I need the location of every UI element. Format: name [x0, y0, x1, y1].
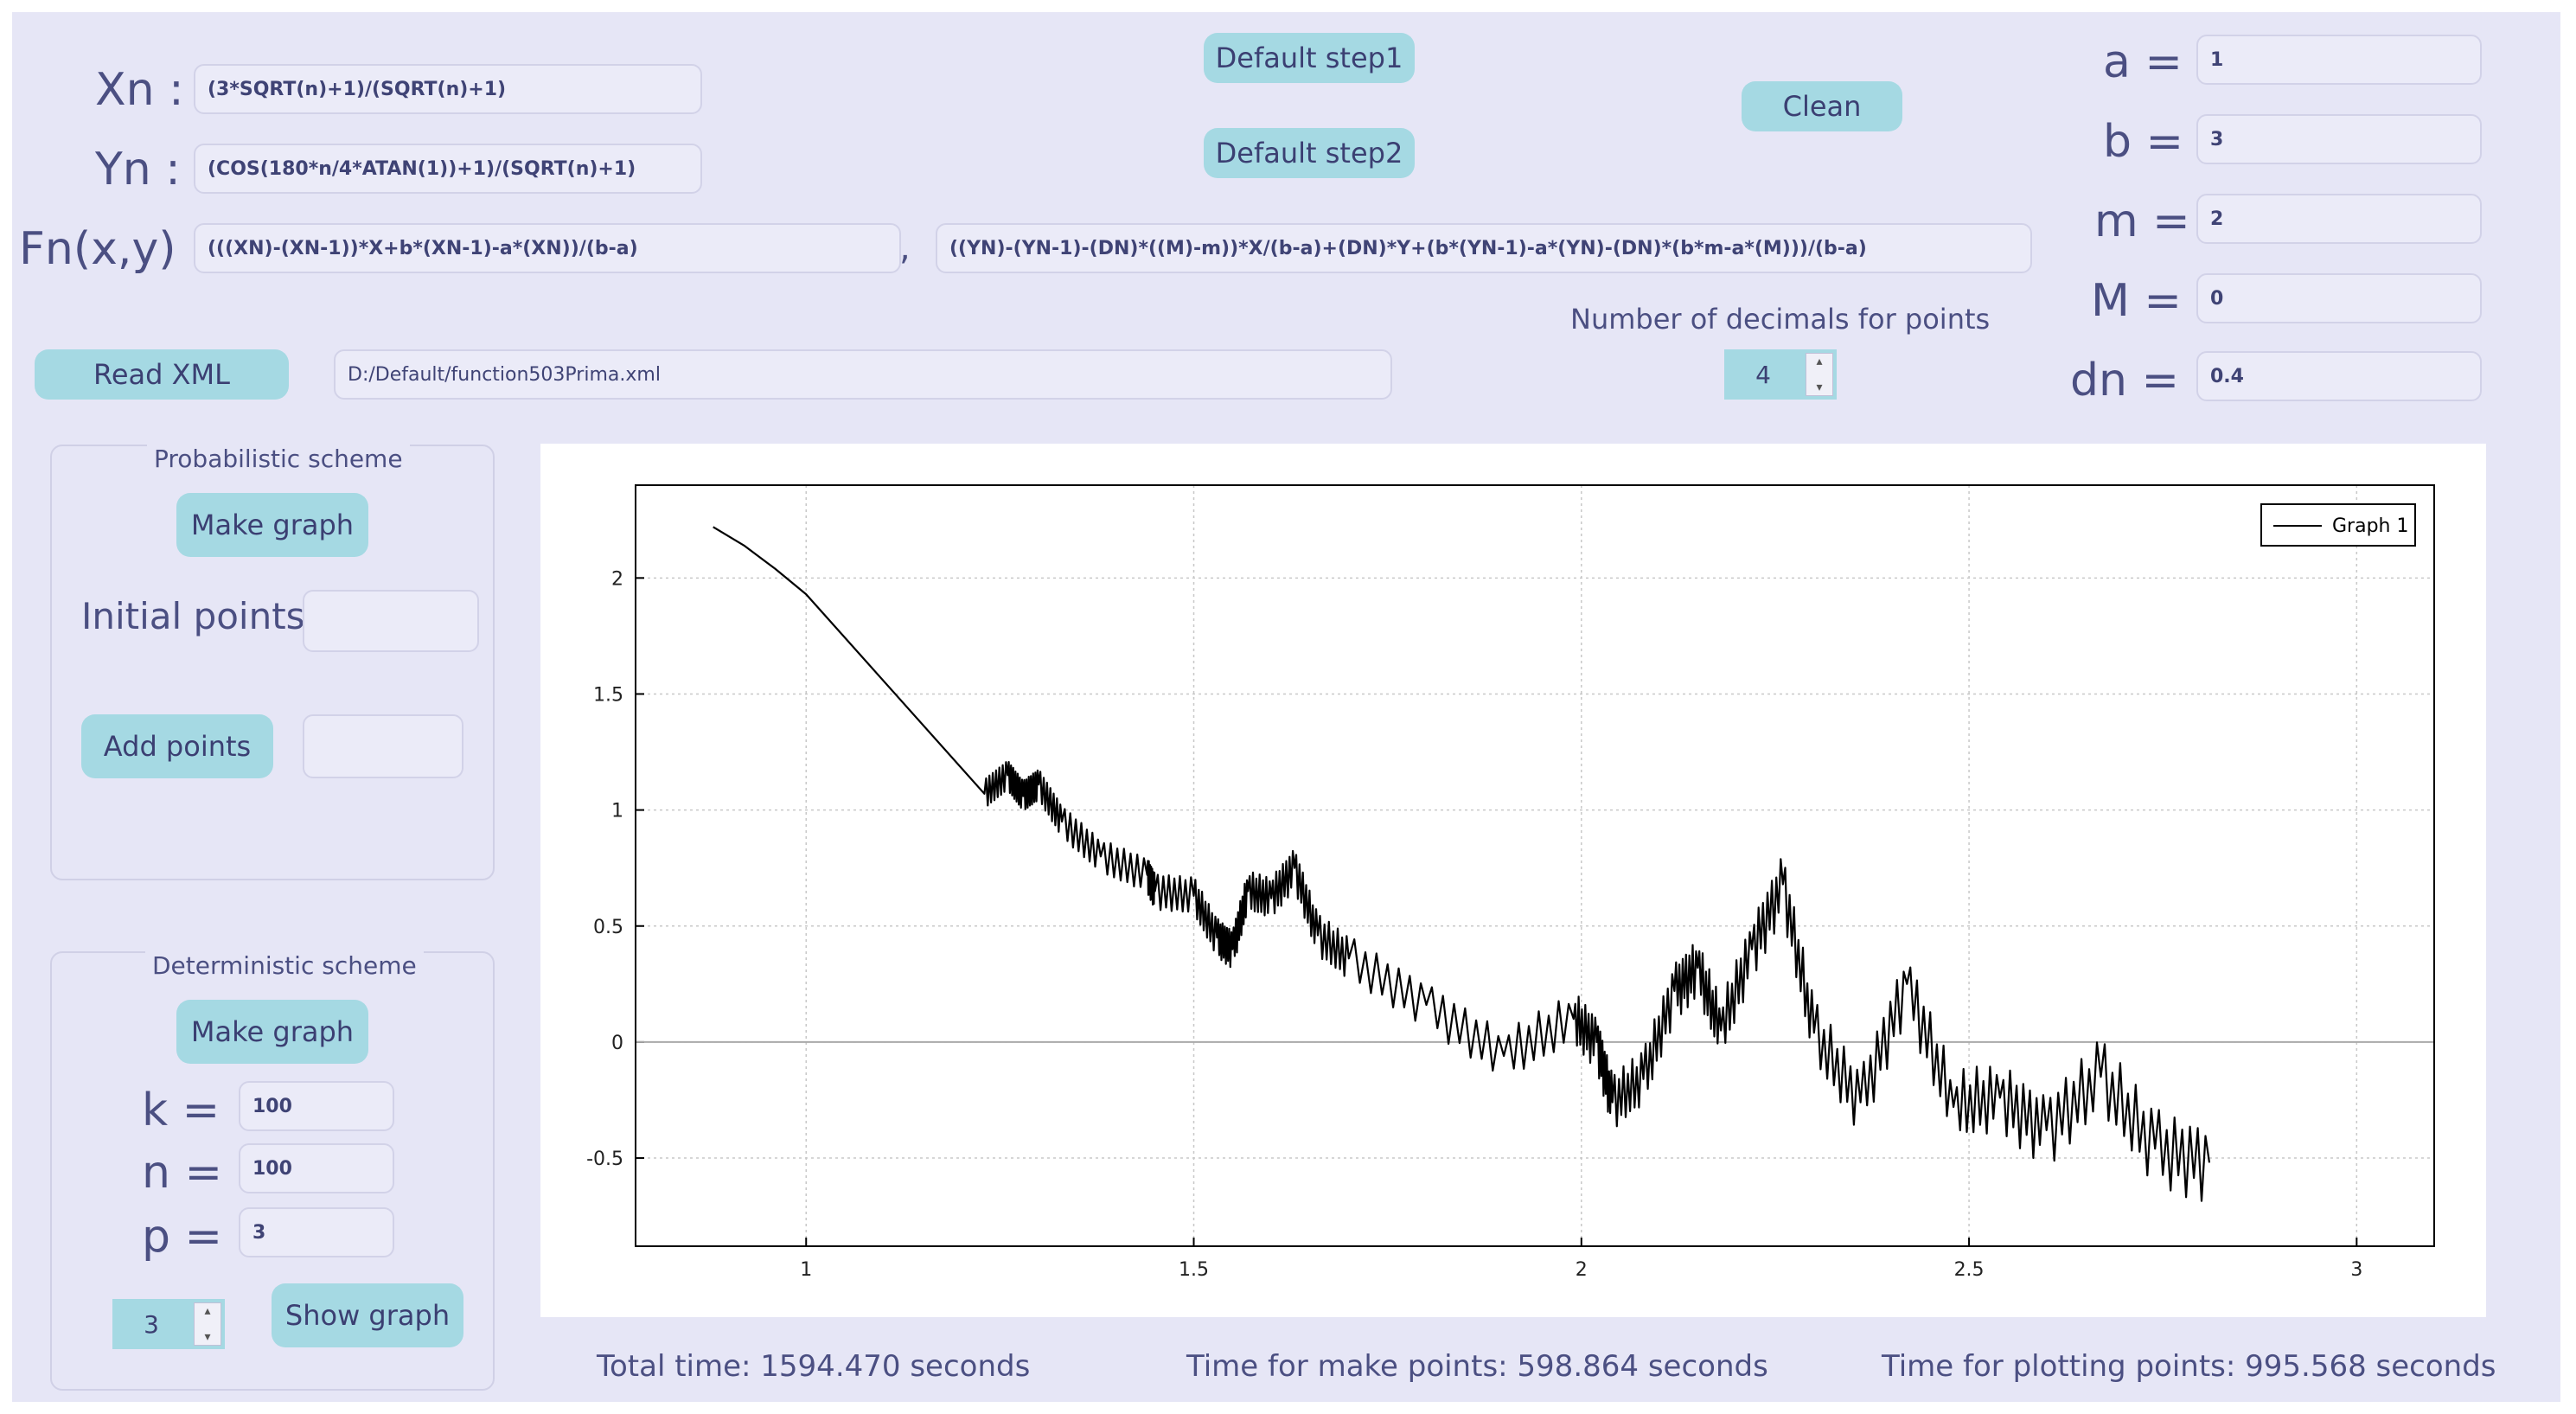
deterministic-scheme-title: Deterministic scheme	[145, 951, 424, 980]
probabilistic-scheme-title: Probabilistic scheme	[147, 445, 410, 473]
p-label: p =	[142, 1211, 223, 1263]
spin-up-icon[interactable]: ▴	[204, 1304, 211, 1318]
default-step2-button[interactable]: Default step2	[1204, 128, 1415, 178]
deterministic-spin-value: 3	[144, 1309, 159, 1339]
clean-button[interactable]: Clean	[1742, 81, 1902, 131]
spin-down-icon[interactable]: ▾	[1816, 381, 1823, 394]
spin-up-icon[interactable]: ▴	[1816, 355, 1823, 368]
param-m-input[interactable]: 2	[2196, 194, 2482, 244]
app-window: Xn : (3*SQRT(n)+1)/(SQRT(n)+1) Yn : (COS…	[12, 12, 2560, 1402]
y-tick-label: 1.5	[593, 684, 623, 706]
plot-panel: 1 1.5 2 2.5 3 -0.5 0 0.5 1 1.5 2 Graph 1	[540, 444, 2486, 1317]
total-time-text: Total time: 1594.470 seconds	[597, 1349, 1031, 1384]
param-b-label: b =	[2103, 116, 2184, 168]
n-label: n =	[142, 1147, 223, 1199]
initial-points-label: Initial points:	[81, 595, 317, 637]
param-dn-label: dn =	[2070, 355, 2180, 406]
fn-separator: ,	[899, 228, 911, 268]
initial-points-input[interactable]	[303, 590, 479, 652]
decimals-spinbox[interactable]: 4 ▴ ▾	[1724, 349, 1837, 400]
legend-entry: Graph 1	[2332, 515, 2408, 537]
decimals-value: 4	[1755, 360, 1771, 389]
yn-input[interactable]: (COS(180*n/4*ATAN(1))+1)/(SQRT(n)+1)	[194, 144, 702, 194]
param-b-input[interactable]: 3	[2196, 114, 2482, 164]
chart-svg[interactable]: 1 1.5 2 2.5 3 -0.5 0 0.5 1 1.5 2 Graph 1	[540, 444, 2486, 1317]
y-tick-label: 2	[611, 568, 623, 590]
p-input[interactable]: 3	[239, 1207, 394, 1257]
xn-label: Xn :	[95, 64, 184, 116]
add-points-button[interactable]: Add points	[81, 714, 273, 778]
yn-label: Yn :	[95, 144, 181, 195]
param-a-label: a =	[2103, 36, 2183, 88]
plotting-time-text: Time for plotting points: 995.568 second…	[1882, 1349, 2496, 1384]
y-tick-label: -0.5	[586, 1148, 623, 1170]
k-label: k =	[142, 1084, 221, 1136]
plot-frame	[635, 484, 2435, 1247]
k-input[interactable]: 100	[239, 1081, 394, 1131]
param-a-input[interactable]: 1	[2196, 35, 2482, 85]
show-graph-button[interactable]: Show graph	[272, 1283, 463, 1347]
param-m-label: m =	[2094, 195, 2190, 247]
n-input[interactable]: 100	[239, 1143, 394, 1193]
decimals-label: Number of decimals for points	[1570, 303, 1991, 336]
param-M-input[interactable]: 0	[2196, 273, 2482, 323]
y-tick-label: 0	[611, 1033, 623, 1054]
deterministic-make-graph-button[interactable]: Make graph	[176, 1000, 368, 1064]
y-tick-label: 0.5	[593, 917, 623, 938]
fn-y-input[interactable]: ((YN)-(YN-1)-(DN)*((M)-m))*X/(b-a)+(DN)*…	[936, 223, 2032, 273]
deterministic-spinbox[interactable]: 3 ▴ ▾	[112, 1299, 225, 1349]
read-xml-button[interactable]: Read XML	[35, 349, 289, 400]
probabilistic-make-graph-button[interactable]: Make graph	[176, 493, 368, 557]
x-tick-label: 1.5	[1179, 1259, 1209, 1281]
fn-x-input[interactable]: (((XN)-(XN-1))*X+b*(XN-1)-a*(XN))/(b-a)	[194, 223, 901, 273]
param-dn-input[interactable]: 0.4	[2196, 351, 2482, 401]
x-tick-label: 3	[2350, 1259, 2362, 1281]
spin-down-icon[interactable]: ▾	[204, 1330, 211, 1344]
xml-path-input[interactable]: D:/Default/function503Prima.xml	[334, 349, 1392, 400]
series-line	[713, 526, 2211, 1202]
xn-input[interactable]: (3*SQRT(n)+1)/(SQRT(n)+1)	[194, 64, 702, 114]
x-tick-label: 2.5	[1954, 1259, 1985, 1281]
default-step1-button[interactable]: Default step1	[1204, 33, 1415, 83]
x-tick-label: 2	[1576, 1259, 1588, 1281]
param-M-label: M =	[2091, 275, 2182, 327]
x-tick-label: 1	[800, 1259, 812, 1281]
make-points-time-text: Time for make points: 598.864 seconds	[1186, 1349, 1768, 1384]
deterministic-spin-arrows[interactable]: ▴ ▾	[194, 1302, 221, 1346]
add-points-input[interactable]	[303, 714, 463, 778]
decimals-spin-arrows[interactable]: ▴ ▾	[1806, 353, 1833, 396]
fn-label: Fn(x,y)	[19, 223, 176, 275]
y-tick-label: 1	[611, 801, 623, 822]
